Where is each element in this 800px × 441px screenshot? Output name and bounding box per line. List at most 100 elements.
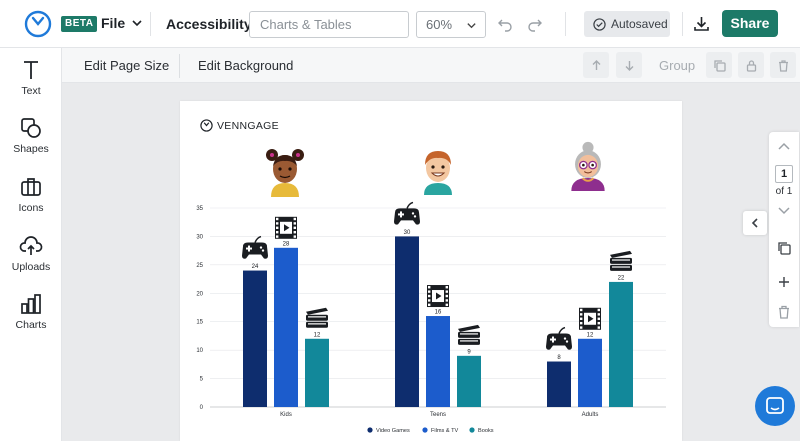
venngage-logo-icon[interactable] [24, 10, 52, 38]
category-label: Kids [280, 412, 292, 418]
divider [682, 12, 683, 36]
arrow-down-icon [625, 60, 633, 71]
chat-icon [766, 397, 784, 414]
trash-icon [778, 59, 788, 72]
bar-books-teens [457, 355, 481, 407]
share-button[interactable]: Share [722, 10, 778, 37]
sidebar-item-shapes[interactable]: Shapes [0, 116, 62, 155]
data-label: 16 [435, 310, 442, 316]
legend-swatch [422, 427, 428, 433]
chevron-left-icon [751, 218, 758, 228]
y-tick-label: 10 [196, 348, 203, 354]
bar-video-games-adults [547, 361, 571, 407]
books-icon [610, 250, 632, 271]
teen-avatar-icon[interactable] [415, 145, 461, 195]
data-label: 28 [283, 241, 290, 247]
chat-support-button[interactable] [755, 386, 795, 426]
sidebar-item-label: Uploads [11, 261, 51, 273]
chevron-down-icon[interactable] [776, 202, 792, 218]
sidebar-item-label: Shapes [13, 143, 49, 155]
bar-films-tv-kids [274, 247, 298, 407]
chevron-down-icon [132, 20, 142, 27]
trash-icon[interactable] [776, 304, 792, 320]
autosaved-label: Autosaved [611, 17, 668, 31]
film-icon [275, 216, 297, 239]
data-label: 22 [618, 275, 625, 281]
lock-button[interactable] [738, 52, 764, 78]
bar-video-games-kids [243, 270, 267, 407]
duplicate-icon [713, 59, 726, 72]
category-label: Teens [430, 412, 446, 418]
gamepad-icon [394, 201, 420, 225]
sidebar-item-charts[interactable]: Charts [0, 292, 62, 331]
bar-video-games-teens [395, 236, 419, 407]
accessibility-button[interactable]: Accessibility [166, 16, 252, 32]
canvas-page[interactable]: VENNGAGE 0 5 10 15 20 25 30 35 24 28 12 Kids 30 16 9 Te… [180, 101, 682, 441]
legend-label: Films & TV [431, 428, 459, 434]
autosaved-status: Autosaved [584, 11, 670, 37]
chevron-up-icon[interactable] [776, 139, 792, 155]
redo-icon[interactable] [527, 16, 543, 32]
search-input[interactable] [249, 11, 409, 38]
y-tick-label: 20 [196, 291, 203, 297]
divider [565, 12, 566, 36]
divider [150, 12, 151, 36]
books-icon [306, 307, 328, 328]
gamepad-icon [546, 326, 572, 350]
chevron-down-icon [467, 23, 476, 29]
charts-icon [21, 294, 41, 314]
duplicate-button[interactable] [706, 52, 732, 78]
film-icon [579, 307, 601, 330]
bar-chart[interactable]: 0 5 10 15 20 25 30 35 24 28 12 Kids 30 16 9 Teens 8 12 22 A… [180, 101, 682, 441]
data-label: 9 [467, 349, 471, 355]
collapse-panel-button[interactable] [743, 211, 767, 235]
zoom-select[interactable]: 60% [416, 11, 486, 38]
film-icon [427, 285, 449, 308]
page-count: of 1 [775, 186, 793, 197]
uploads-icon [19, 236, 43, 255]
beta-badge: BETA [61, 16, 98, 32]
shapes-icon [21, 118, 41, 138]
sidebar-item-text[interactable]: Text [0, 58, 62, 97]
data-label: 12 [314, 332, 321, 338]
lock-icon [746, 59, 756, 72]
legend-label: Books [478, 428, 494, 434]
sidebar-item-uploads[interactable]: Uploads [0, 234, 62, 273]
grandma-avatar-icon[interactable] [565, 141, 611, 191]
secondary-toolbar: Edit Page Size Edit Background Group [62, 48, 800, 83]
y-tick-label: 0 [200, 405, 204, 411]
kid-avatar-icon[interactable] [262, 147, 308, 197]
edit-page-size-button[interactable]: Edit Page Size [84, 58, 170, 73]
sidebar-item-icons[interactable]: Icons [0, 175, 62, 214]
add-page-icon[interactable] [776, 274, 792, 290]
file-menu[interactable]: File [101, 15, 143, 31]
download-icon[interactable] [693, 15, 710, 32]
legend-swatch [367, 427, 373, 433]
delete-button[interactable] [770, 52, 796, 78]
y-tick-label: 25 [196, 263, 203, 269]
duplicate-page-icon[interactable] [776, 240, 792, 256]
venngage-logo-icon [200, 119, 213, 132]
data-label: 30 [404, 230, 411, 236]
category-label: Adults [582, 412, 599, 418]
legend-swatch [469, 427, 475, 433]
y-tick-label: 5 [200, 377, 204, 383]
top-bar: BETA File Accessibility 60% Autosaved Sh… [0, 0, 800, 48]
check-circle-icon [593, 17, 606, 31]
undo-icon[interactable] [497, 16, 513, 32]
left-sidebar: Text Shapes Icons Uploads Charts [0, 48, 62, 441]
data-label: 12 [587, 332, 594, 338]
bar-films-tv-teens [426, 316, 450, 407]
text-icon [24, 61, 38, 79]
move-down-button[interactable] [616, 52, 642, 78]
y-tick-label: 15 [196, 320, 203, 326]
gamepad-icon [242, 235, 268, 259]
page-number-input[interactable]: 1 [775, 165, 793, 183]
edit-background-button[interactable]: Edit Background [198, 58, 294, 73]
move-up-button[interactable] [583, 52, 609, 78]
data-label: 8 [557, 355, 561, 361]
sidebar-item-label: Text [21, 85, 41, 97]
brand-name: VENNGAGE [217, 119, 279, 132]
icons-icon [21, 178, 41, 196]
group-button[interactable]: Group [659, 58, 696, 73]
